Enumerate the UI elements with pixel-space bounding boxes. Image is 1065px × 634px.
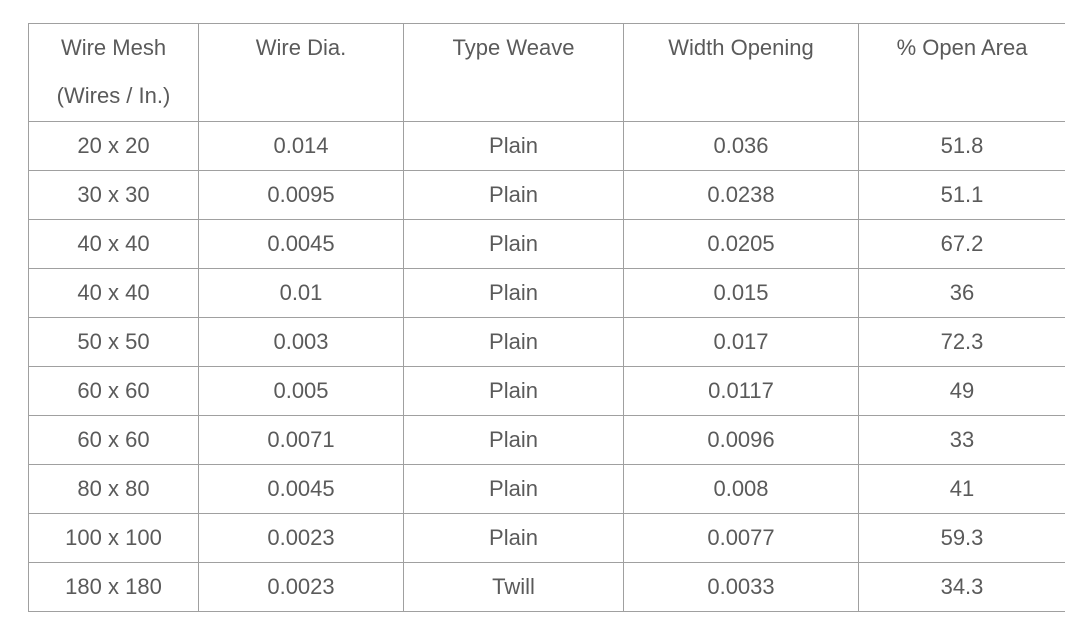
header-cell: Wire Dia. [198, 23, 404, 122]
table-row: 40 x 40 0.01 Plain 0.015 36 [28, 268, 1065, 318]
table-cell: 80 x 80 [28, 464, 199, 514]
table-cell: 41 [858, 464, 1065, 514]
table-cell: 0.008 [623, 464, 859, 514]
table-cell: 20 x 20 [28, 121, 199, 171]
table-cell: 0.0023 [198, 513, 404, 563]
table-body: 20 x 20 0.014 Plain 0.036 51.8 30 x 30 0.0095 P… [28, 121, 1065, 612]
table-cell: 59.3 [858, 513, 1065, 563]
table-cell: 51.8 [858, 121, 1065, 171]
table-row: 100 x 100 0.0023 Plain 0.0077 59.3 [28, 513, 1065, 563]
table-cell: 0.0077 [623, 513, 859, 563]
table-cell: 72.3 [858, 317, 1065, 367]
table-row: 30 x 30 0.0095 Plain 0.0238 51.1 [28, 170, 1065, 220]
table-cell: 180 x 180 [28, 562, 199, 612]
table-row: 60 x 60 0.005 Plain 0.0117 49 [28, 366, 1065, 416]
wire-mesh-table: Wire Mesh (Wires / In.) Wire Dia. Type Wea… [28, 23, 1065, 612]
table-cell: 0.0238 [623, 170, 859, 220]
table-cell: Plain [403, 366, 624, 416]
header-cell: Width Opening [623, 23, 859, 122]
header-cell: Wire Mesh (Wires / In.) [28, 23, 199, 122]
table-cell: 0.014 [198, 121, 404, 171]
table-cell: 40 x 40 [28, 268, 199, 318]
table-cell: Plain [403, 268, 624, 318]
table-cell: 0.0096 [623, 415, 859, 465]
table-cell: 0.0045 [198, 219, 404, 269]
table-cell: Twill [403, 562, 624, 612]
table-cell: 0.01 [198, 268, 404, 318]
table-cell: 40 x 40 [28, 219, 199, 269]
table-cell: 30 x 30 [28, 170, 199, 220]
table-cell: 0.0071 [198, 415, 404, 465]
table-cell: Plain [403, 170, 624, 220]
header-row: Wire Mesh (Wires / In.) Wire Dia. Type Wea… [28, 23, 1065, 122]
table-cell: 60 x 60 [28, 366, 199, 416]
table-row: 20 x 20 0.014 Plain 0.036 51.8 [28, 121, 1065, 171]
table-cell: 0.0095 [198, 170, 404, 220]
table-row: 60 x 60 0.0071 Plain 0.0096 33 [28, 415, 1065, 465]
table-cell: 51.1 [858, 170, 1065, 220]
table-cell: 0.003 [198, 317, 404, 367]
table-cell: 0.036 [623, 121, 859, 171]
table-row: 180 x 180 0.0023 Twill 0.0033 34.3 [28, 562, 1065, 612]
table-cell: 0.005 [198, 366, 404, 416]
table-cell: 34.3 [858, 562, 1065, 612]
table-cell: Plain [403, 415, 624, 465]
header-cell: Type Weave [403, 23, 624, 122]
table-cell: 0.0045 [198, 464, 404, 514]
table-cell: 33 [858, 415, 1065, 465]
table-cell: 67.2 [858, 219, 1065, 269]
table-cell: 0.0117 [623, 366, 859, 416]
table-cell: Plain [403, 464, 624, 514]
table-cell: 0.015 [623, 268, 859, 318]
table-cell: 50 x 50 [28, 317, 199, 367]
table-cell: Plain [403, 317, 624, 367]
table-cell: 100 x 100 [28, 513, 199, 563]
table-cell: 60 x 60 [28, 415, 199, 465]
table-cell: 49 [858, 366, 1065, 416]
table-row: 80 x 80 0.0045 Plain 0.008 41 [28, 464, 1065, 514]
table-cell: 0.0205 [623, 219, 859, 269]
table-cell: Plain [403, 219, 624, 269]
table-cell: 0.0023 [198, 562, 404, 612]
header-cell: % Open Area [858, 23, 1065, 122]
table-cell: 36 [858, 268, 1065, 318]
table-cell: Plain [403, 121, 624, 171]
table-cell: 0.0033 [623, 562, 859, 612]
table-cell: Plain [403, 513, 624, 563]
table-cell: 0.017 [623, 317, 859, 367]
table-row: 40 x 40 0.0045 Plain 0.0205 67.2 [28, 219, 1065, 269]
table-row: 50 x 50 0.003 Plain 0.017 72.3 [28, 317, 1065, 367]
